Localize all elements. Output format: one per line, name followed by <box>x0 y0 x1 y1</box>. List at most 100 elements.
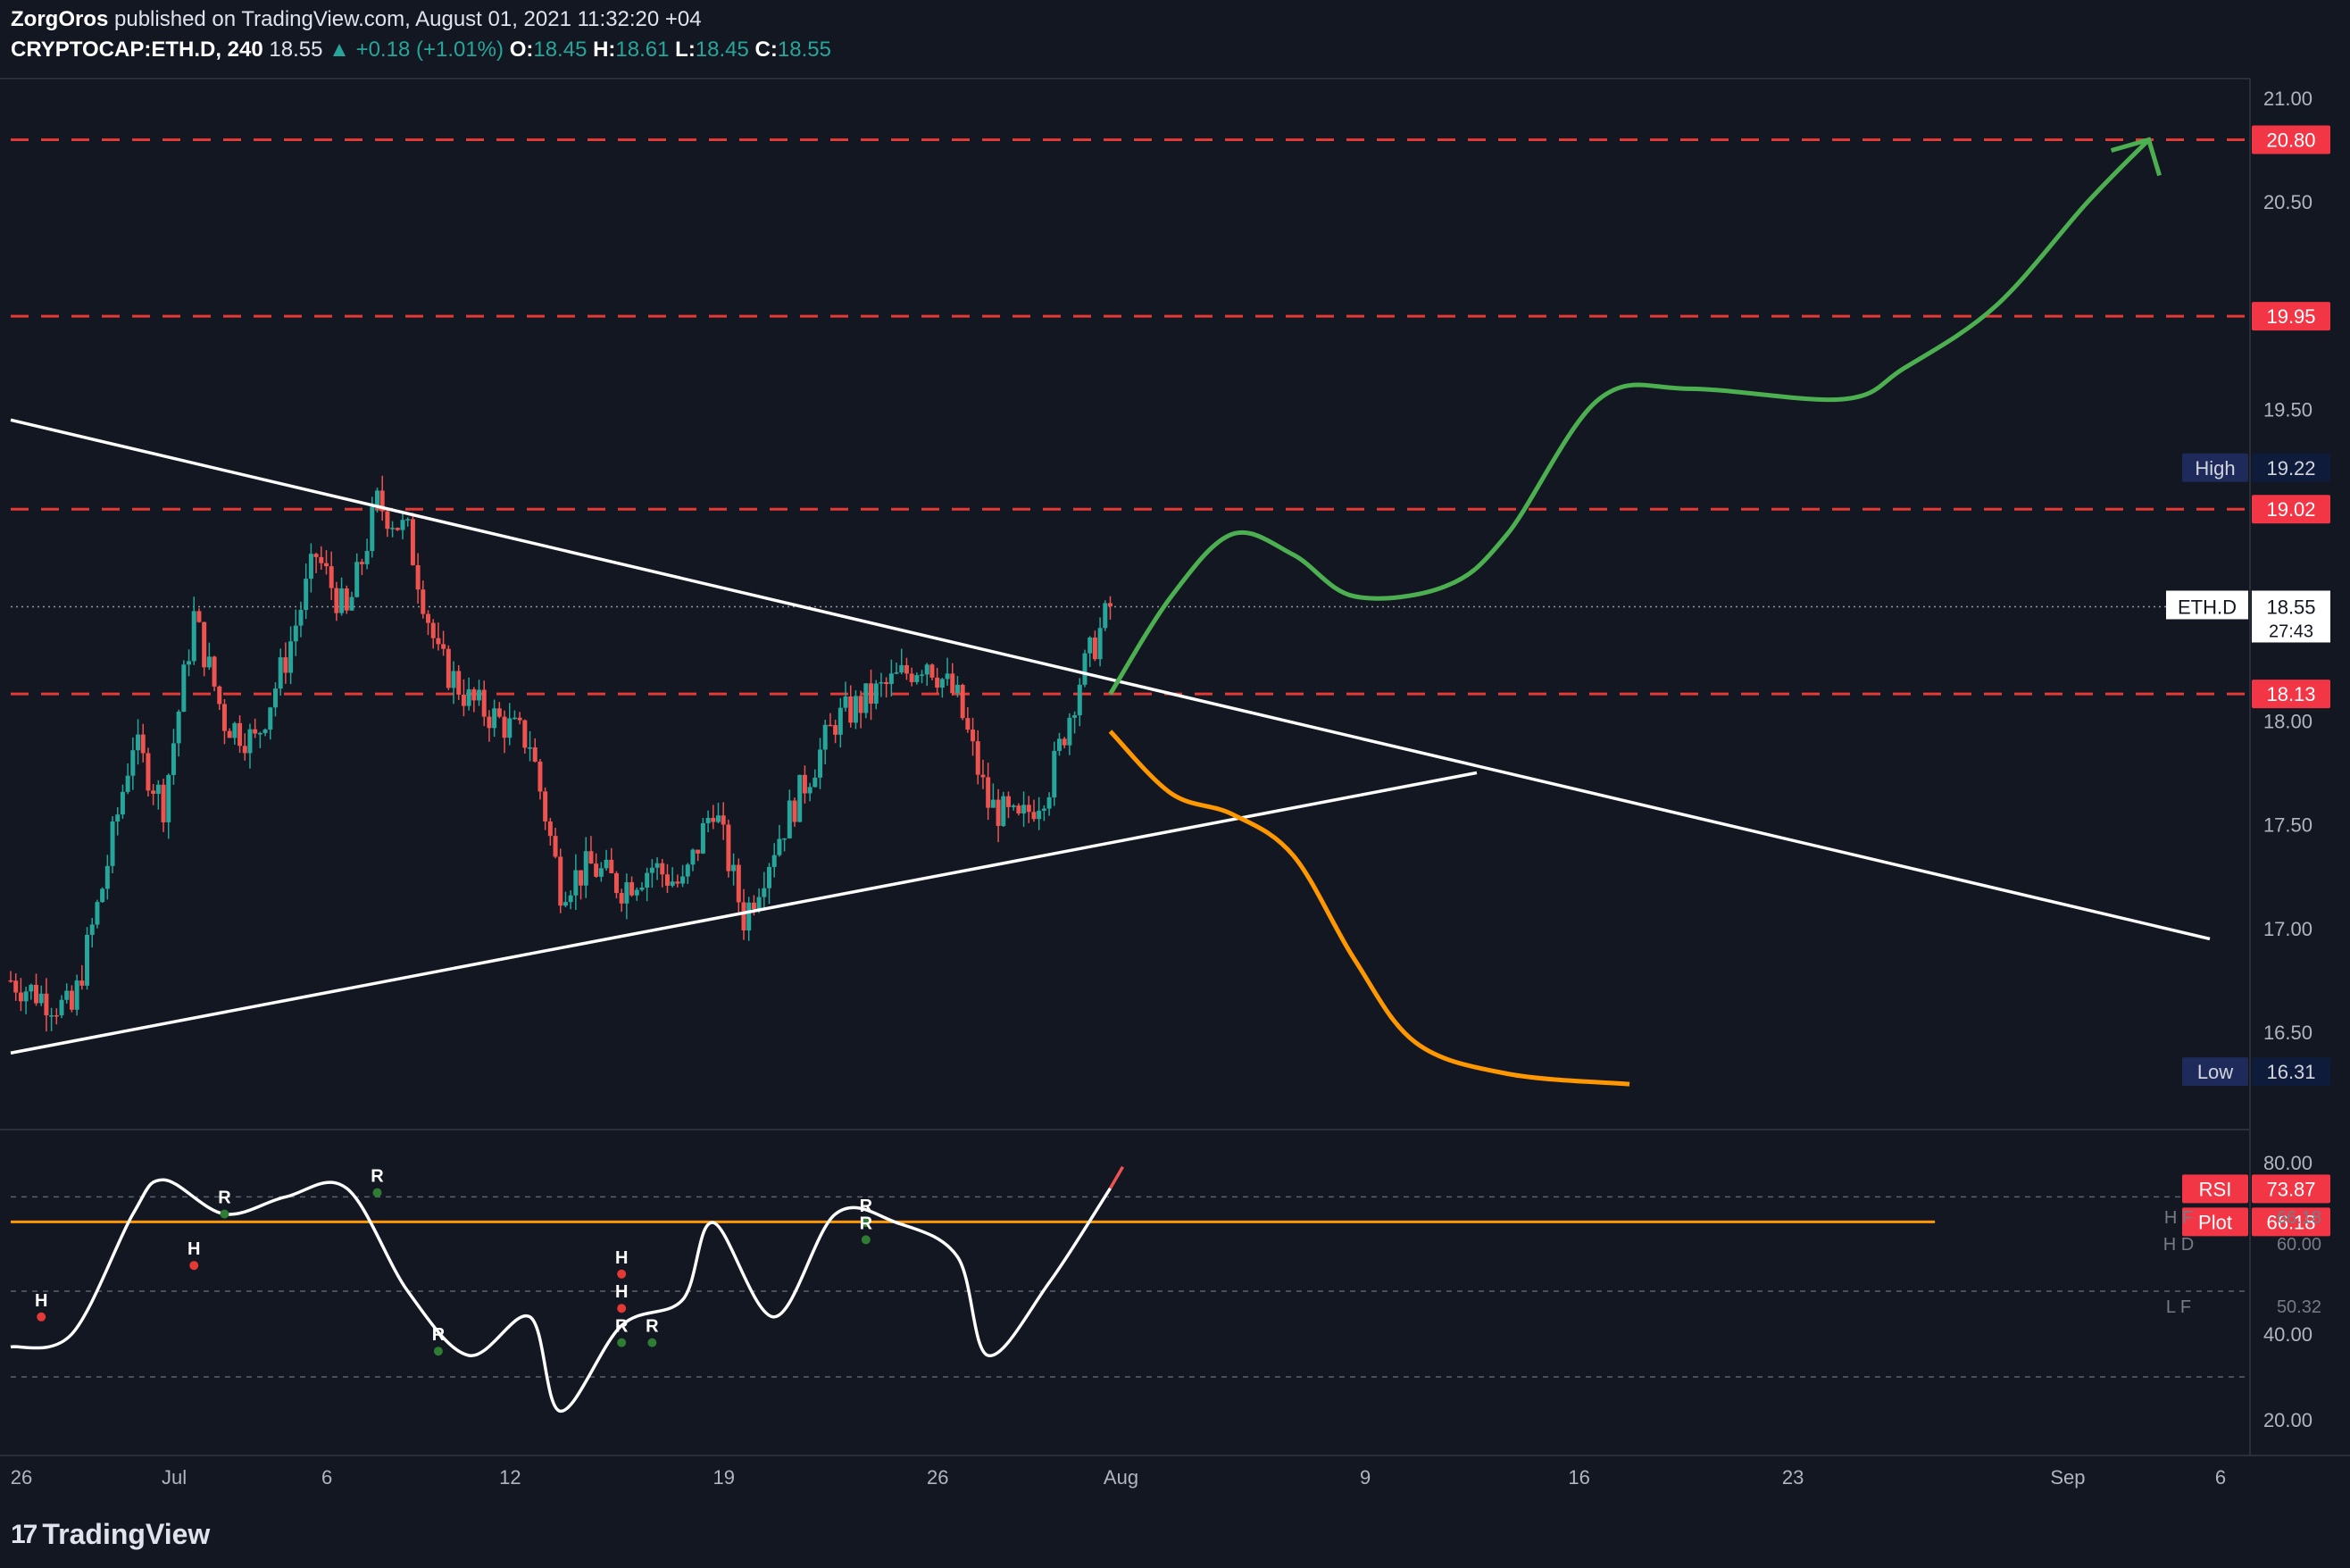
candle-body <box>247 729 253 754</box>
candle-body <box>125 775 130 792</box>
rsi-line[interactable] <box>10 1178 1112 1414</box>
candle-body <box>202 621 207 668</box>
rsi-divergence-label: R <box>646 1317 659 1337</box>
candle-body <box>242 746 247 754</box>
candle-body <box>100 888 105 903</box>
candle-body <box>1072 714 1078 718</box>
candle-body <box>522 720 528 748</box>
candle-body <box>166 774 171 822</box>
close-value: 18.55 <box>777 38 831 62</box>
candle-body <box>894 672 899 674</box>
candle-body <box>873 683 879 704</box>
candle-body <box>379 490 385 512</box>
author-name[interactable]: ZorgOros <box>11 7 109 31</box>
candle-body <box>971 730 976 742</box>
candle-body <box>1005 796 1011 807</box>
candle-body <box>543 791 548 822</box>
rsi-value-tag[interactable] <box>2252 1174 2330 1204</box>
symbol-name[interactable]: CRYPTOCAP:ETH.D, 240 <box>11 38 263 62</box>
candle-body <box>323 563 329 567</box>
rsi-plot-tag[interactable] <box>2252 1207 2330 1237</box>
candle-body <box>935 677 940 688</box>
candle-body <box>858 696 863 713</box>
candle-body <box>1031 812 1037 820</box>
candle-body <box>756 897 762 910</box>
ascending-trendline[interactable] <box>10 771 1478 1055</box>
low-label: L: <box>675 38 696 62</box>
level-price-tag[interactable] <box>2252 680 2330 709</box>
candle-body <box>181 664 187 713</box>
candle-body <box>1011 805 1016 807</box>
level-price-tag[interactable] <box>2252 495 2330 524</box>
tradingview-icon: 17 <box>11 1519 38 1549</box>
high-price-tag[interactable] <box>2252 453 2330 482</box>
candle-body <box>487 716 492 729</box>
last-price-tag[interactable] <box>2252 590 2330 643</box>
candle-body <box>1088 637 1093 654</box>
candle-body <box>272 688 278 708</box>
candle-body <box>553 836 558 857</box>
bearish-projection-path[interactable] <box>1108 730 1630 1087</box>
rsi-divergence-dot <box>433 1347 443 1356</box>
level-price-tag[interactable] <box>2252 125 2330 154</box>
bullish-arrow-head <box>2110 137 2162 177</box>
candle-body <box>426 613 431 623</box>
candle-body <box>217 686 222 705</box>
rsi-divergence-dot <box>372 1188 382 1197</box>
rsi-side-label: 66.18 <box>2277 1208 2321 1228</box>
low-price-tag-label: Low <box>2197 1061 2233 1083</box>
high-price-tag-value: 19.22 <box>2266 457 2315 480</box>
candle-body <box>711 817 716 822</box>
tradingview-logo[interactable]: 17 TradingView <box>11 1518 210 1551</box>
candle-body <box>477 689 482 701</box>
candle-body <box>1016 805 1021 814</box>
candle-body <box>986 777 991 808</box>
rsi-value-tag-label-bg <box>2182 1174 2248 1204</box>
bullish-projection-path[interactable] <box>1108 138 2151 696</box>
candle-body <box>1108 603 1112 607</box>
candle-body <box>965 718 971 730</box>
candle-body <box>812 777 818 788</box>
candle-body <box>206 656 212 668</box>
candle-body <box>308 554 313 580</box>
time-axis-tick: 26 <box>927 1466 948 1489</box>
rsi-divergence-label: R <box>218 1189 231 1208</box>
candle-body <box>191 611 196 662</box>
candle-body <box>629 882 635 896</box>
candle-body <box>89 924 95 935</box>
candle-body <box>802 774 807 794</box>
candle-body <box>909 673 914 682</box>
candle-body <box>558 856 563 906</box>
candle-body <box>538 761 543 792</box>
low-price-tag[interactable] <box>2252 1057 2330 1087</box>
descending-trendline[interactable] <box>10 418 2211 941</box>
time-axis-tick: Jul <box>162 1466 187 1489</box>
candle-body <box>421 589 426 614</box>
candle-body <box>59 999 64 1016</box>
candle-body <box>120 791 125 815</box>
candle-body <box>782 838 788 840</box>
candle-body <box>349 596 354 611</box>
price-axis-tick: 21.00 <box>2263 88 2312 110</box>
candle-body <box>1082 653 1088 685</box>
candle-body <box>660 863 665 875</box>
candle-body <box>370 506 375 552</box>
candle-body <box>751 902 756 910</box>
level-price-tag-value: 19.02 <box>2266 498 2315 521</box>
candle-body <box>130 750 136 776</box>
level-price-tag[interactable] <box>2252 302 2330 331</box>
rsi-axis-tick: 20.00 <box>2263 1409 2312 1431</box>
rsi-divergence-label: R <box>860 1214 873 1233</box>
candle-body <box>313 554 319 557</box>
last-price-value: 18.55 <box>2266 596 2315 618</box>
close-label: C: <box>754 38 778 62</box>
low-value: 18.45 <box>695 38 749 62</box>
candle-body <box>451 671 456 688</box>
candle-body <box>696 849 701 854</box>
time-axis-tick: 23 <box>1782 1466 1804 1489</box>
candle-body <box>863 683 869 713</box>
rsi-axis-tick: 80.00 <box>2263 1152 2312 1174</box>
candle-body <box>954 684 960 694</box>
candle-body <box>146 753 151 791</box>
